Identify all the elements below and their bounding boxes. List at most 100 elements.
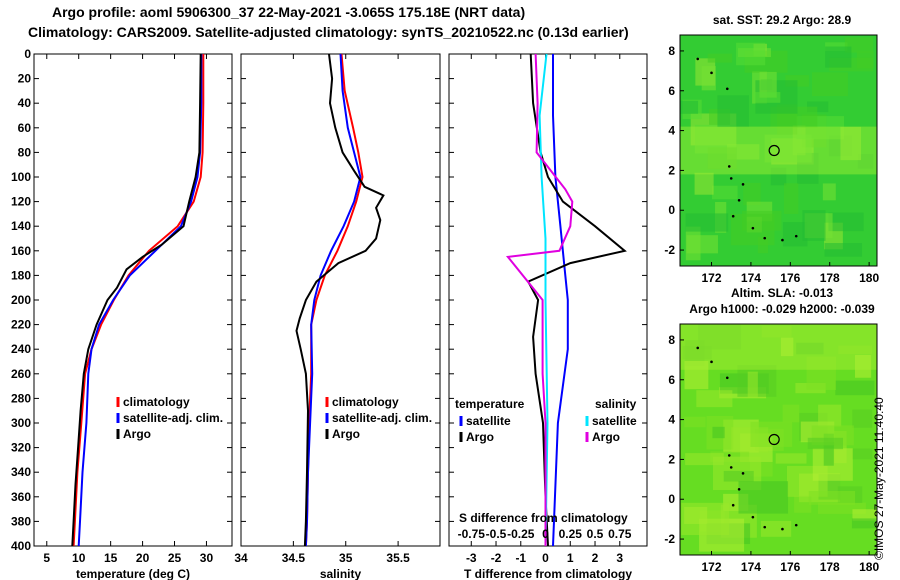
s-tick-label: 0.25: [559, 527, 583, 541]
argo-position-marker: [768, 433, 780, 446]
lat-tick-label: 6: [668, 84, 675, 98]
depth-tick-label: 60: [18, 121, 32, 135]
s-tick-label: 0: [542, 527, 549, 541]
lon-tick-label: 176: [780, 560, 800, 574]
legend-label: Argo: [332, 427, 360, 441]
map-cell: [696, 390, 733, 408]
lat-tick-label: 8: [668, 333, 675, 347]
map-cell: [681, 502, 730, 536]
lon-tick-label: 174: [741, 271, 761, 285]
map-cell: [761, 325, 792, 338]
diff-xlabel-top: S difference from climatology: [459, 511, 628, 525]
lon-tick-label: 172: [702, 560, 722, 574]
map-cell: [717, 95, 749, 128]
lon-tick-label: 178: [820, 271, 840, 285]
island-dot: [794, 523, 798, 527]
lat-tick-label: 6: [668, 373, 675, 387]
x-tick-label: 1: [567, 551, 574, 565]
map-cell: [707, 53, 733, 63]
salinity-frame: [240, 53, 441, 547]
x-tick-label: 35: [339, 551, 353, 565]
x-tick-label: -1: [515, 551, 526, 565]
temperature-xlabel: temperature (deg C): [76, 567, 190, 580]
map-cell: [852, 409, 873, 428]
map-cell: [825, 46, 852, 68]
map-cell: [806, 356, 836, 390]
s-tick-label: -0.25: [507, 527, 535, 541]
depth-tick-label: 140: [11, 219, 31, 233]
map-cell: [698, 324, 742, 350]
lat-tick-label: -2: [664, 532, 675, 546]
series-s-satellite: [538, 53, 549, 547]
lat-tick-label: 2: [668, 163, 675, 177]
map-cell: [680, 100, 699, 114]
map-cell: [685, 226, 701, 261]
island-dot: [737, 487, 741, 491]
map-cell: [838, 345, 872, 355]
map-cell: [760, 520, 792, 537]
depth-tick-label: 80: [18, 145, 32, 159]
island-dot: [781, 527, 784, 531]
map-cell: [852, 448, 873, 460]
map-cell: [796, 342, 824, 355]
map-cell: [808, 490, 856, 505]
s-tick-label: -0.75: [458, 527, 486, 541]
depth-tick-label: 100: [11, 170, 31, 184]
island-dot: [725, 87, 729, 91]
island-dot: [725, 376, 729, 380]
map-cell: [759, 71, 777, 98]
island-dot: [763, 525, 767, 529]
lat-tick-label: 4: [668, 413, 675, 427]
map-cell: [731, 213, 775, 246]
x-tick-label: 35.5: [386, 551, 410, 565]
island-dot: [729, 177, 733, 180]
depth-tick-label: 280: [11, 391, 31, 405]
x-tick-label: 0: [542, 551, 549, 565]
map-cell: [782, 404, 800, 423]
map-cell: [812, 72, 848, 97]
x-tick-label: 34: [234, 551, 248, 565]
series-argo: [71, 53, 202, 547]
lat-tick-label: 0: [668, 492, 675, 506]
x-tick-label: 30: [200, 551, 214, 565]
s-tick-label: -0.5: [486, 527, 507, 541]
map-cell: [701, 66, 716, 91]
legend-title-temperature: temperature: [455, 397, 525, 411]
island-dot: [710, 360, 713, 364]
lat-tick-label: -2: [664, 243, 675, 257]
map-cell: [822, 183, 836, 201]
depth-tick-label: 320: [11, 441, 31, 455]
island-dot: [727, 165, 731, 168]
map-cell: [747, 371, 758, 398]
depth-tick-label: 180: [11, 268, 31, 282]
s-tick-label: 0.75: [608, 527, 632, 541]
legend-label: satellite-adj. clim.: [332, 411, 432, 425]
series-s-argo: [505, 53, 574, 546]
island-dot: [741, 472, 745, 475]
lon-tick-label: 178: [820, 560, 840, 574]
legend-label: satellite-adj. clim.: [123, 411, 223, 425]
map-cell: [854, 355, 872, 378]
map-cell: [780, 337, 794, 357]
depth-tick-label: 260: [11, 367, 31, 381]
island-dot: [731, 503, 735, 507]
map-cell: [750, 421, 793, 447]
lon-tick-label: 172: [702, 271, 722, 285]
map-cell: [684, 360, 709, 390]
x-tick-label: 34.5: [282, 551, 306, 565]
island-dot: [751, 226, 755, 230]
map-cell: [817, 502, 866, 514]
difference-frame: [448, 53, 648, 547]
lat-tick-label: 0: [668, 203, 675, 217]
depth-tick-label: 360: [11, 490, 31, 504]
depth-tick-label: 120: [11, 195, 31, 209]
depth-tick-label: 220: [11, 318, 31, 332]
x-tick-label: -2: [491, 551, 502, 565]
x-tick-label: 25: [168, 551, 182, 565]
lat-tick-label: 4: [668, 124, 675, 138]
island-dot: [710, 71, 713, 75]
x-tick-label: 10: [72, 551, 86, 565]
series-satellite-adj-clim-: [304, 53, 362, 547]
map-cell: [852, 509, 877, 521]
sst-map-title: sat. SST: 29.2 Argo: 28.9: [713, 13, 852, 27]
